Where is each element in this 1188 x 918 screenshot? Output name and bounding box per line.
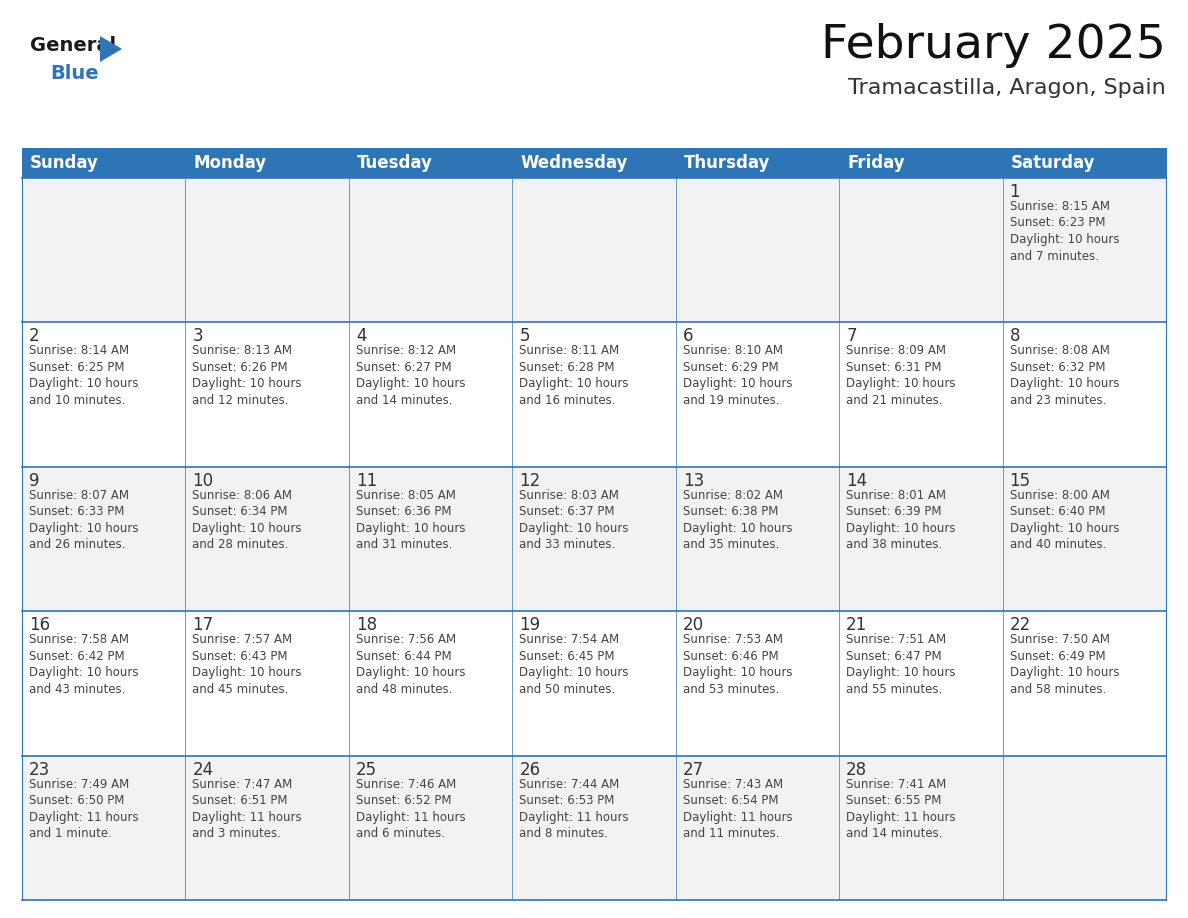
Text: General: General [30,36,116,55]
Text: Sunrise: 8:03 AM
Sunset: 6:37 PM
Daylight: 10 hours
and 33 minutes.: Sunrise: 8:03 AM Sunset: 6:37 PM Dayligh… [519,488,628,552]
Text: 25: 25 [356,761,377,778]
Text: 3: 3 [192,328,203,345]
Text: Sunrise: 8:14 AM
Sunset: 6:25 PM
Daylight: 10 hours
and 10 minutes.: Sunrise: 8:14 AM Sunset: 6:25 PM Dayligh… [29,344,139,407]
Text: 12: 12 [519,472,541,490]
Bar [23,322,1165,466]
Text: 15: 15 [1010,472,1031,490]
Text: Sunrise: 7:58 AM
Sunset: 6:42 PM
Daylight: 10 hours
and 43 minutes.: Sunrise: 7:58 AM Sunset: 6:42 PM Dayligh… [29,633,139,696]
Text: 14: 14 [846,472,867,490]
Text: 5: 5 [519,328,530,345]
Text: 16: 16 [29,616,50,634]
Text: Sunrise: 8:12 AM
Sunset: 6:27 PM
Daylight: 10 hours
and 14 minutes.: Sunrise: 8:12 AM Sunset: 6:27 PM Dayligh… [356,344,466,407]
Text: 1: 1 [1010,183,1020,201]
Text: Sunrise: 8:15 AM
Sunset: 6:23 PM
Daylight: 10 hours
and 7 minutes.: Sunrise: 8:15 AM Sunset: 6:23 PM Dayligh… [1010,200,1119,263]
Bar [23,756,1165,900]
Text: 24: 24 [192,761,214,778]
Text: February 2025: February 2025 [821,23,1165,68]
Text: 9: 9 [29,472,39,490]
Text: Sunrise: 8:00 AM
Sunset: 6:40 PM
Daylight: 10 hours
and 40 minutes.: Sunrise: 8:00 AM Sunset: 6:40 PM Dayligh… [1010,488,1119,552]
Text: 21: 21 [846,616,867,634]
Text: Sunrise: 8:05 AM
Sunset: 6:36 PM
Daylight: 10 hours
and 31 minutes.: Sunrise: 8:05 AM Sunset: 6:36 PM Dayligh… [356,488,466,552]
Text: Tuesday: Tuesday [356,154,432,172]
Text: 6: 6 [683,328,694,345]
Text: Monday: Monday [194,154,266,172]
Text: Sunrise: 7:44 AM
Sunset: 6:53 PM
Daylight: 11 hours
and 8 minutes.: Sunrise: 7:44 AM Sunset: 6:53 PM Dayligh… [519,778,628,840]
Text: Sunrise: 7:46 AM
Sunset: 6:52 PM
Daylight: 11 hours
and 6 minutes.: Sunrise: 7:46 AM Sunset: 6:52 PM Dayligh… [356,778,466,840]
Text: 27: 27 [683,761,703,778]
Text: Sunrise: 8:11 AM
Sunset: 6:28 PM
Daylight: 10 hours
and 16 minutes.: Sunrise: 8:11 AM Sunset: 6:28 PM Dayligh… [519,344,628,407]
Text: 18: 18 [356,616,377,634]
Text: Thursday: Thursday [684,154,770,172]
Bar [23,148,1165,178]
Text: Saturday: Saturday [1011,154,1095,172]
Text: Wednesday: Wednesday [520,154,627,172]
Text: Sunrise: 8:08 AM
Sunset: 6:32 PM
Daylight: 10 hours
and 23 minutes.: Sunrise: 8:08 AM Sunset: 6:32 PM Dayligh… [1010,344,1119,407]
Text: Friday: Friday [847,154,905,172]
Bar [23,178,1165,322]
Text: Sunrise: 7:57 AM
Sunset: 6:43 PM
Daylight: 10 hours
and 45 minutes.: Sunrise: 7:57 AM Sunset: 6:43 PM Dayligh… [192,633,302,696]
Polygon shape [100,36,122,62]
Text: Sunrise: 7:56 AM
Sunset: 6:44 PM
Daylight: 10 hours
and 48 minutes.: Sunrise: 7:56 AM Sunset: 6:44 PM Dayligh… [356,633,466,696]
Text: 22: 22 [1010,616,1031,634]
Text: Sunrise: 8:09 AM
Sunset: 6:31 PM
Daylight: 10 hours
and 21 minutes.: Sunrise: 8:09 AM Sunset: 6:31 PM Dayligh… [846,344,955,407]
Text: Sunrise: 7:51 AM
Sunset: 6:47 PM
Daylight: 10 hours
and 55 minutes.: Sunrise: 7:51 AM Sunset: 6:47 PM Dayligh… [846,633,955,696]
Text: Sunrise: 8:07 AM
Sunset: 6:33 PM
Daylight: 10 hours
and 26 minutes.: Sunrise: 8:07 AM Sunset: 6:33 PM Dayligh… [29,488,139,552]
Text: 7: 7 [846,328,857,345]
Text: Sunrise: 8:13 AM
Sunset: 6:26 PM
Daylight: 10 hours
and 12 minutes.: Sunrise: 8:13 AM Sunset: 6:26 PM Dayligh… [192,344,302,407]
Text: Sunrise: 8:10 AM
Sunset: 6:29 PM
Daylight: 10 hours
and 19 minutes.: Sunrise: 8:10 AM Sunset: 6:29 PM Dayligh… [683,344,792,407]
Text: 13: 13 [683,472,704,490]
Text: 23: 23 [29,761,50,778]
Bar [23,611,1165,756]
Text: Blue: Blue [50,64,99,83]
Text: 2: 2 [29,328,39,345]
Text: Sunrise: 8:02 AM
Sunset: 6:38 PM
Daylight: 10 hours
and 35 minutes.: Sunrise: 8:02 AM Sunset: 6:38 PM Dayligh… [683,488,792,552]
Text: Sunrise: 7:49 AM
Sunset: 6:50 PM
Daylight: 11 hours
and 1 minute.: Sunrise: 7:49 AM Sunset: 6:50 PM Dayligh… [29,778,139,840]
Text: 8: 8 [1010,328,1020,345]
Text: Sunrise: 7:50 AM
Sunset: 6:49 PM
Daylight: 10 hours
and 58 minutes.: Sunrise: 7:50 AM Sunset: 6:49 PM Dayligh… [1010,633,1119,696]
Text: Sunrise: 7:41 AM
Sunset: 6:55 PM
Daylight: 11 hours
and 14 minutes.: Sunrise: 7:41 AM Sunset: 6:55 PM Dayligh… [846,778,956,840]
Text: 19: 19 [519,616,541,634]
Text: Sunrise: 8:01 AM
Sunset: 6:39 PM
Daylight: 10 hours
and 38 minutes.: Sunrise: 8:01 AM Sunset: 6:39 PM Dayligh… [846,488,955,552]
Text: Sunrise: 7:43 AM
Sunset: 6:54 PM
Daylight: 11 hours
and 11 minutes.: Sunrise: 7:43 AM Sunset: 6:54 PM Dayligh… [683,778,792,840]
Text: 26: 26 [519,761,541,778]
Text: 20: 20 [683,616,703,634]
Text: Sunrise: 8:06 AM
Sunset: 6:34 PM
Daylight: 10 hours
and 28 minutes.: Sunrise: 8:06 AM Sunset: 6:34 PM Dayligh… [192,488,302,552]
Text: Sunrise: 7:53 AM
Sunset: 6:46 PM
Daylight: 10 hours
and 53 minutes.: Sunrise: 7:53 AM Sunset: 6:46 PM Dayligh… [683,633,792,696]
Text: 4: 4 [356,328,366,345]
Text: Sunrise: 7:47 AM
Sunset: 6:51 PM
Daylight: 11 hours
and 3 minutes.: Sunrise: 7:47 AM Sunset: 6:51 PM Dayligh… [192,778,302,840]
Text: Sunday: Sunday [30,154,99,172]
Text: 10: 10 [192,472,214,490]
Text: 28: 28 [846,761,867,778]
Text: 11: 11 [356,472,377,490]
Text: 17: 17 [192,616,214,634]
Text: Tramacastilla, Aragon, Spain: Tramacastilla, Aragon, Spain [848,78,1165,98]
Bar [23,466,1165,611]
Text: Sunrise: 7:54 AM
Sunset: 6:45 PM
Daylight: 10 hours
and 50 minutes.: Sunrise: 7:54 AM Sunset: 6:45 PM Dayligh… [519,633,628,696]
